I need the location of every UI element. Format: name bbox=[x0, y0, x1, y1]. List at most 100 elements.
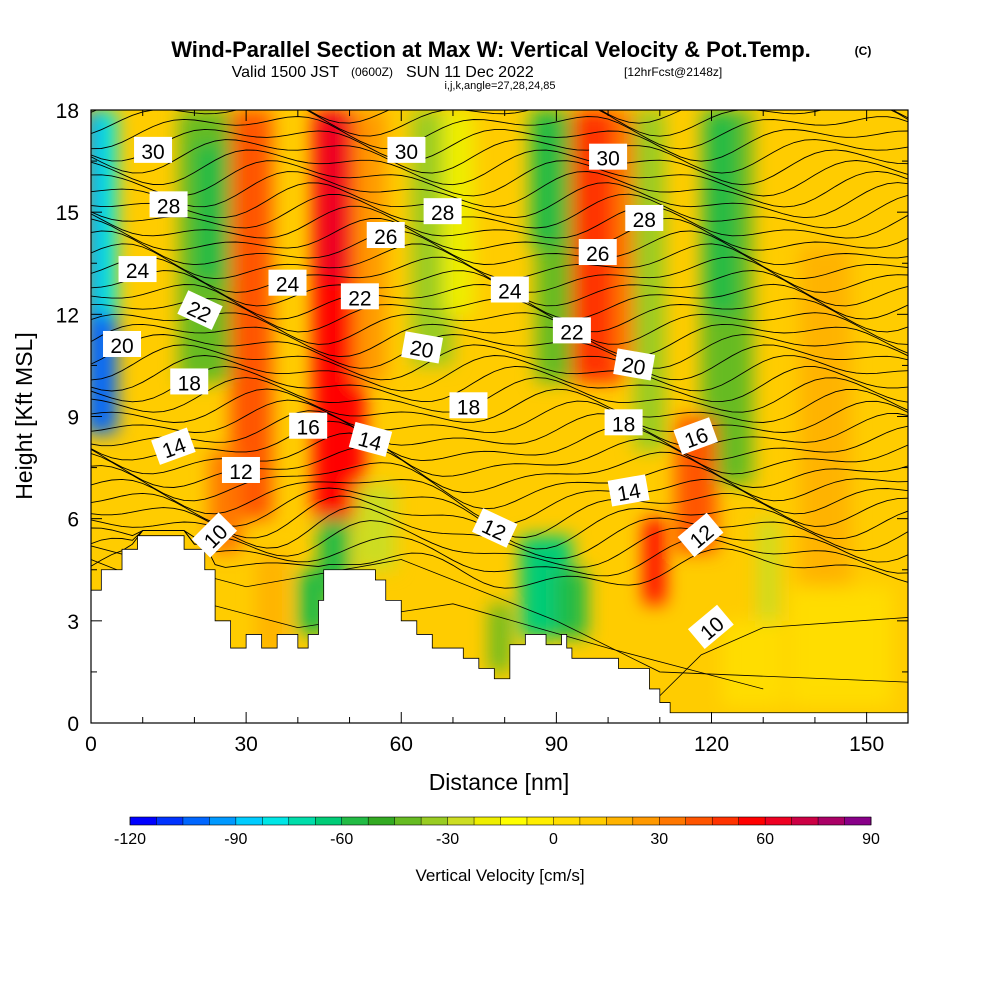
isentrope-label: 26 bbox=[578, 239, 617, 266]
isentrope-label: 18 bbox=[449, 392, 488, 419]
isentrope-label-text: 18 bbox=[457, 396, 480, 419]
isentrope-line bbox=[91, 312, 908, 345]
isentrope-label-box bbox=[673, 417, 718, 455]
isentrope-label-box bbox=[589, 143, 628, 170]
colorbar-swatch bbox=[712, 817, 739, 825]
isentrope-label-text: 28 bbox=[633, 209, 656, 232]
isentrope-label-text: 12 bbox=[229, 461, 252, 484]
isentrope-line bbox=[91, 365, 908, 403]
chart-title: Wind-Parallel Section at Max W: Vertical… bbox=[171, 37, 811, 62]
y-axis-label: Height [Kft MSL] bbox=[11, 332, 37, 499]
colorbar-swatch bbox=[553, 817, 581, 825]
colorbar-swatch bbox=[182, 817, 210, 825]
isentrope-line bbox=[91, 344, 908, 381]
colorbar-swatch bbox=[579, 817, 607, 825]
colorbar-tick-label: -30 bbox=[436, 831, 459, 848]
isentrope-line bbox=[91, 355, 908, 392]
isentrope-label-box bbox=[387, 136, 426, 163]
isentrope-label-box bbox=[103, 330, 142, 357]
colorbar-swatch bbox=[474, 817, 501, 825]
colorbar-swatch bbox=[421, 817, 448, 825]
isentrope-label-text: 20 bbox=[620, 354, 647, 381]
chart-title-suffix: (C) bbox=[855, 44, 872, 58]
isentrope-label-text: 22 bbox=[560, 321, 583, 344]
isentrope-label-text: 24 bbox=[276, 274, 300, 297]
isentrope-line bbox=[91, 388, 908, 423]
colorbar-swatch bbox=[156, 817, 184, 825]
colorbar-swatch bbox=[844, 817, 872, 825]
terrain-mask bbox=[91, 535, 908, 723]
isentrope-label-text: 22 bbox=[348, 287, 371, 310]
x-tick-label: 90 bbox=[545, 733, 568, 756]
colorbar-tick-label: 0 bbox=[549, 831, 558, 848]
isentrope-line bbox=[91, 182, 908, 219]
isentrope-line bbox=[91, 160, 908, 197]
colorbar-tick-label: -90 bbox=[224, 831, 247, 848]
colorbar-swatch bbox=[368, 817, 395, 825]
colorbar-swatch bbox=[526, 817, 554, 825]
colorbar-swatch bbox=[685, 817, 713, 825]
isentrope-label-box bbox=[170, 368, 209, 395]
subtitle-params: i,j,k,angle=27,28,24,85 bbox=[444, 80, 555, 92]
isentrope-label: 28 bbox=[625, 204, 664, 232]
isentrope-label: 30 bbox=[387, 136, 426, 164]
isentrope-line bbox=[91, 545, 908, 683]
isentrope-line bbox=[91, 410, 908, 447]
velocity-cell bbox=[354, 484, 397, 570]
colorbar-swatch bbox=[262, 817, 290, 825]
isentrope-label: 26 bbox=[366, 222, 405, 249]
colorbar-tick-label: 90 bbox=[862, 831, 880, 848]
isentrope-label: 30 bbox=[134, 136, 173, 164]
isentrope-label-box bbox=[490, 276, 529, 303]
y-tick-label: 6 bbox=[67, 509, 79, 532]
isentrope-label: 12 bbox=[677, 512, 724, 558]
colorbar-swatch bbox=[818, 817, 845, 825]
isentrope-label: 12 bbox=[221, 456, 260, 484]
colorbar-swatch bbox=[394, 817, 422, 825]
isentrope-label-box bbox=[268, 269, 307, 296]
isentrope-label-text: 24 bbox=[498, 280, 522, 303]
velocity-cell bbox=[706, 110, 738, 315]
colorbar-swatch bbox=[288, 817, 316, 825]
x-axis-ticks: 0 30 60 90 120 150 bbox=[85, 110, 884, 756]
isentrope-label-text: 18 bbox=[178, 372, 201, 395]
isentrope-label-box bbox=[177, 290, 223, 330]
isentrope-label-box bbox=[604, 409, 643, 436]
isentrope-label: 24 bbox=[268, 269, 307, 297]
isentrope-label-box bbox=[552, 317, 591, 344]
isentrope-label: 20 bbox=[401, 331, 444, 364]
y-tick-label: 3 bbox=[67, 611, 79, 634]
colorbar-swatch bbox=[315, 817, 343, 825]
isentrope-label: 20 bbox=[103, 330, 142, 358]
axes: 0 30 60 90 120 150 0 3 6 9 12 15 18 bbox=[56, 100, 909, 756]
isentrope-label-text: 28 bbox=[157, 195, 180, 218]
isentrope-label: 18 bbox=[170, 368, 209, 395]
isentrope-line bbox=[91, 217, 908, 251]
isentrope-line bbox=[91, 420, 908, 462]
velocity-cell bbox=[799, 246, 852, 587]
colorbar-swatch bbox=[738, 817, 766, 825]
isentrope-label: 16 bbox=[289, 412, 328, 440]
y-tick-label: 15 bbox=[56, 202, 79, 225]
colorbar-swatch bbox=[130, 817, 157, 825]
velocity-cell bbox=[633, 110, 665, 451]
isentrope-label: 14 bbox=[151, 427, 196, 465]
isentrope-label: 22 bbox=[340, 283, 379, 310]
y-tick-label: 0 bbox=[67, 713, 79, 736]
isentrope-label-text: 30 bbox=[596, 148, 619, 171]
velocity-cell bbox=[194, 144, 226, 281]
y-tick-label: 18 bbox=[56, 100, 79, 123]
velocity-cell bbox=[758, 518, 779, 638]
isentrope-label: 14 bbox=[607, 474, 650, 507]
isentrope-label-box bbox=[687, 604, 734, 650]
velocity-cell bbox=[721, 620, 784, 706]
isentrope-label-box bbox=[221, 456, 260, 483]
isentrope-line bbox=[322, 110, 908, 111]
isentrope-label-text: 14 bbox=[616, 479, 643, 506]
isentrope-label-box bbox=[578, 239, 617, 266]
colorbar-swatch bbox=[235, 817, 263, 825]
isentrope-label-box bbox=[191, 512, 238, 558]
colorbar-label: Vertical Velocity [cm/s] bbox=[415, 866, 584, 885]
